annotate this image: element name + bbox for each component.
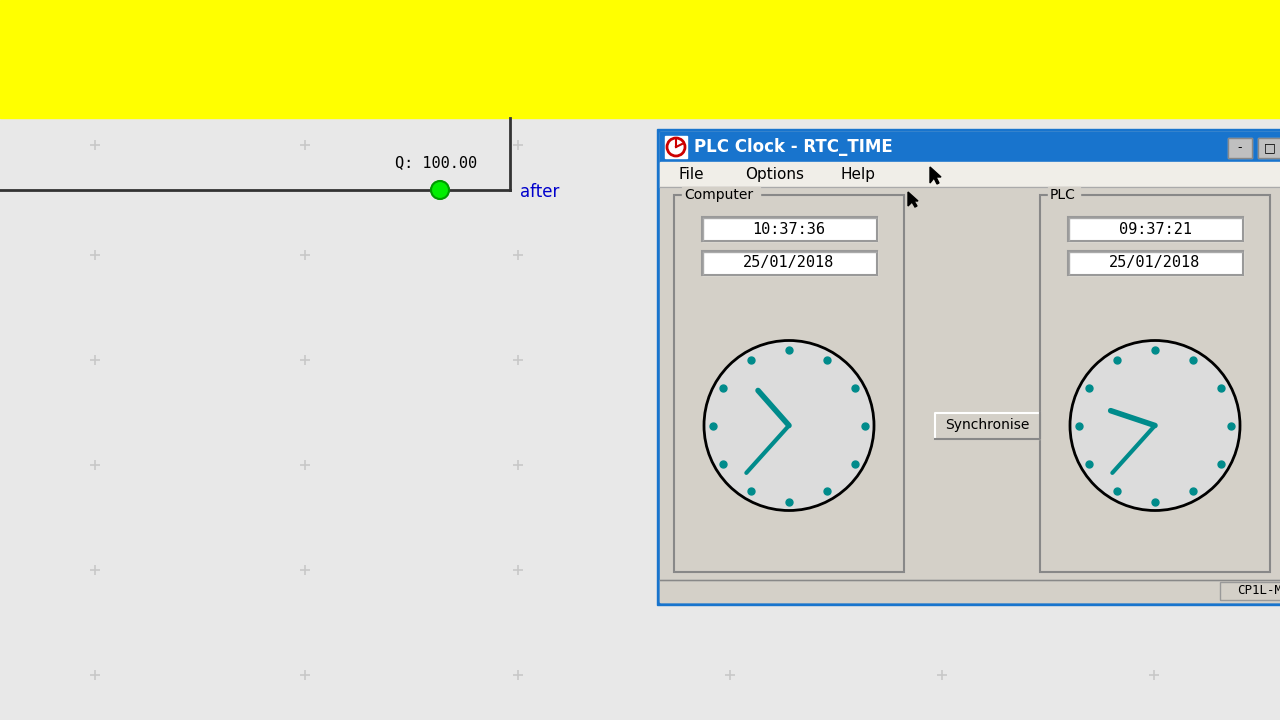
Circle shape — [431, 181, 449, 199]
Bar — [1048, 187, 1080, 203]
Bar — [1220, 582, 1280, 600]
Text: □: □ — [1265, 142, 1276, 155]
Text: PLC Clock - RTC_TIME: PLC Clock - RTC_TIME — [694, 138, 892, 156]
Bar — [701, 217, 877, 241]
Bar — [666, 136, 687, 158]
Text: 25/01/2018: 25/01/2018 — [744, 256, 835, 271]
Bar — [701, 217, 877, 241]
Bar — [1258, 138, 1280, 158]
Bar — [0, 0, 1280, 118]
Bar — [934, 413, 1039, 438]
Circle shape — [704, 341, 874, 510]
Text: after: after — [520, 183, 559, 201]
Bar — [660, 132, 1280, 602]
Text: PLC: PLC — [1050, 188, 1076, 202]
Bar — [701, 251, 877, 275]
Bar — [701, 251, 877, 275]
Polygon shape — [931, 167, 941, 184]
Text: Q: 100.00: Q: 100.00 — [396, 155, 477, 170]
Text: Synchronise: Synchronise — [945, 418, 1029, 433]
Bar — [682, 187, 760, 203]
Bar — [1039, 195, 1270, 572]
Text: Computer: Computer — [684, 188, 753, 202]
Bar — [1228, 138, 1252, 158]
Text: Options: Options — [745, 167, 804, 182]
Bar — [1068, 251, 1243, 275]
Bar — [660, 132, 1280, 162]
Polygon shape — [908, 192, 918, 207]
Bar — [1258, 138, 1280, 158]
Text: 09:37:21: 09:37:21 — [1119, 222, 1192, 236]
Circle shape — [1070, 341, 1240, 510]
Text: -: - — [1238, 142, 1243, 155]
Bar — [1228, 138, 1252, 158]
Text: Help: Help — [840, 167, 876, 182]
Bar — [660, 162, 1280, 187]
Text: CP1L-M: CP1L-M — [1236, 585, 1280, 598]
Bar — [657, 129, 1280, 605]
Bar — [660, 580, 1280, 602]
Text: File: File — [678, 167, 704, 182]
Bar — [675, 195, 904, 572]
Bar — [1068, 217, 1243, 241]
Text: 25/01/2018: 25/01/2018 — [1110, 256, 1201, 271]
Bar — [1068, 217, 1243, 241]
Text: 10:37:36: 10:37:36 — [753, 222, 826, 236]
Bar — [1068, 251, 1243, 275]
